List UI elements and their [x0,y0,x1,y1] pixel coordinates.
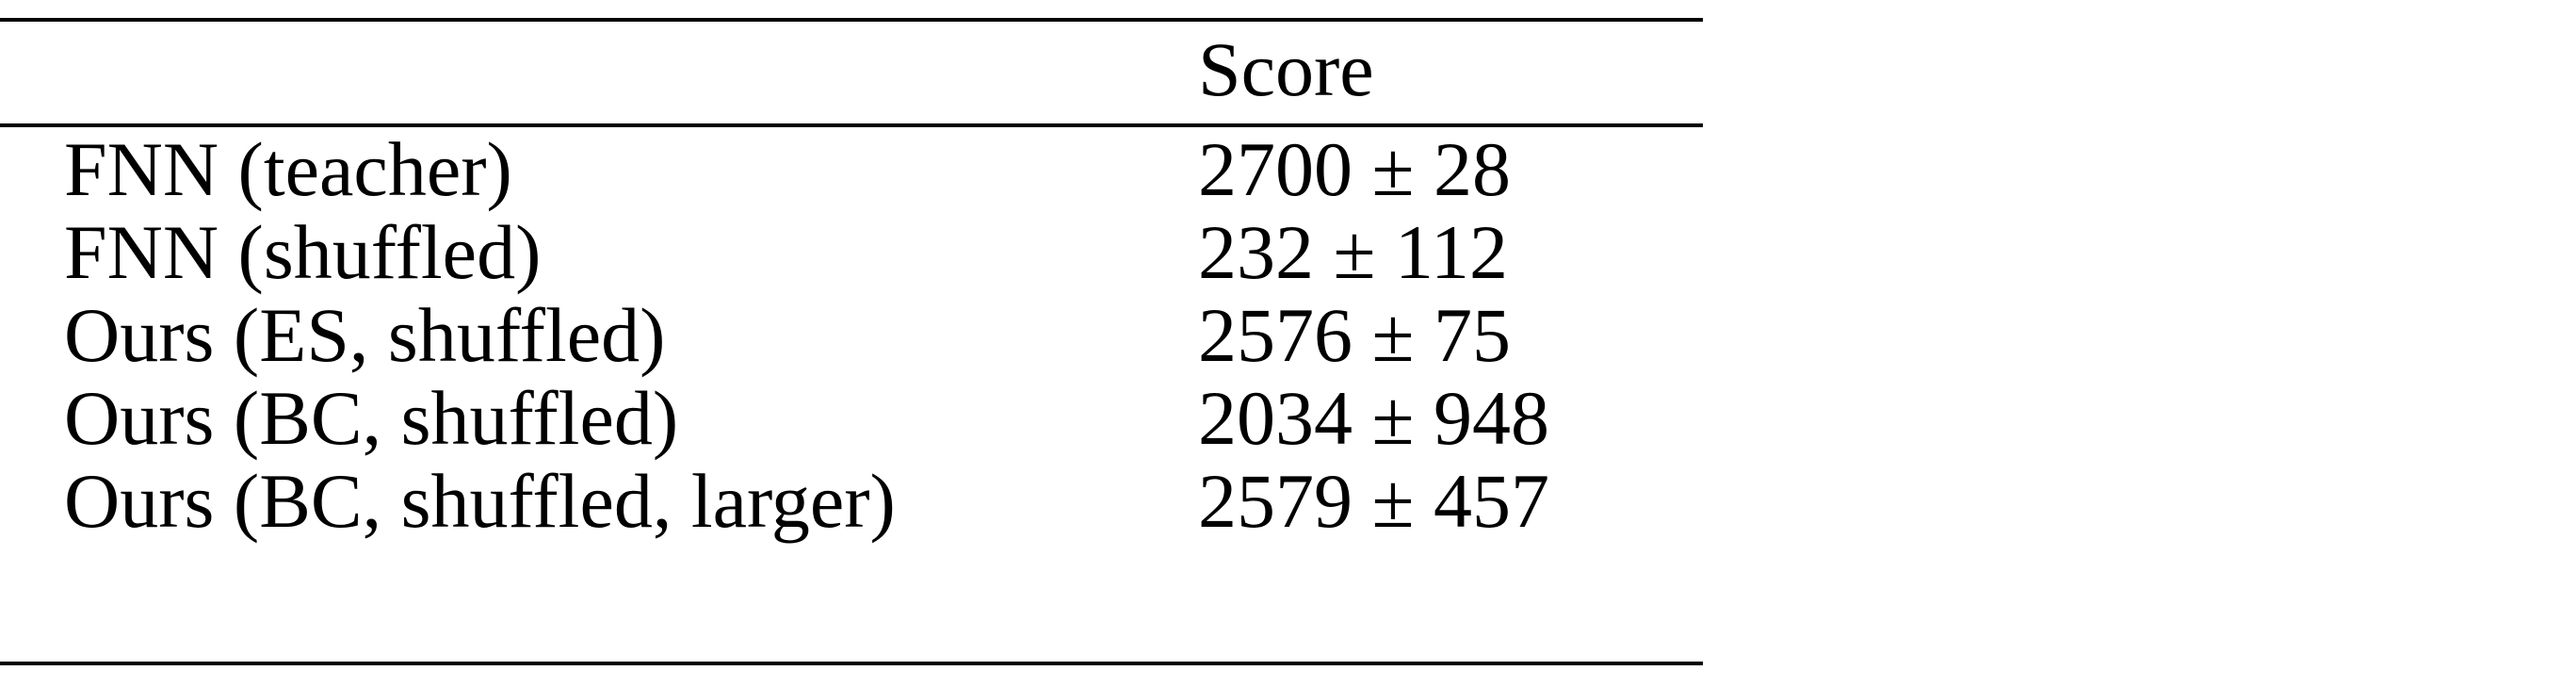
row-score: 2576 ± 75 [1198,292,1512,378]
row-score: 2034 ± 948 [1198,375,1550,461]
row-score: 2579 ± 457 [1198,458,1550,544]
header-rule [0,123,1703,127]
top-rule [0,18,1703,22]
row-method: Ours (ES, shuffled) [64,292,666,378]
row-score: 232 ± 112 [1198,209,1508,295]
row-method: Ours (BC, shuffled, larger) [64,458,896,544]
row-method: FNN (shuffled) [64,209,542,295]
bottom-rule [0,662,1703,665]
header-score: Score [1198,26,1374,112]
row-score: 2700 ± 28 [1198,126,1512,212]
row-method: Ours (BC, shuffled) [64,375,679,461]
row-method: FNN (teacher) [64,126,512,212]
